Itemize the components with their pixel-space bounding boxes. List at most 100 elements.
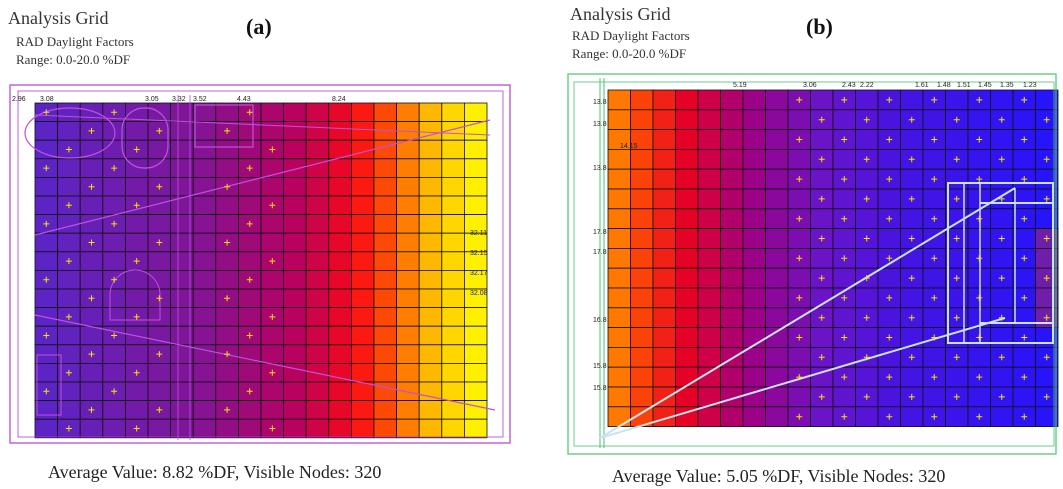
node-marker [886,294,893,301]
node-marker [1021,255,1028,262]
grid-cell [765,208,789,230]
grid-cell [922,109,946,130]
grid-cell [79,158,104,178]
grid-cell [215,381,239,402]
node-marker [65,146,72,153]
grid-cell [967,346,991,368]
grid-cell [260,269,285,290]
grid-cell [900,287,924,309]
grid-cell [237,195,262,216]
node-marker [953,393,960,400]
node-marker [863,354,870,361]
grid-cell [607,89,631,111]
grid-cell [1035,327,1059,348]
grid-cell [675,188,699,210]
grid-cell [765,307,789,329]
panel-a-title: Analysis Grid [8,8,109,28]
node-marker [886,334,893,341]
grid-cell [765,149,789,170]
grid-cell [305,269,330,290]
node-marker [796,96,803,103]
grid-cell [237,418,262,439]
grid-cell [900,129,924,150]
side-value-label: 15.8 [593,363,607,370]
grid-cell [328,344,352,364]
grid-cell [742,188,766,210]
grid-cell [418,232,443,253]
node-marker [953,275,960,282]
node-marker [908,235,915,242]
top-value-label: 5.19 [733,82,747,89]
grid-cell [787,228,811,249]
node-marker [908,116,915,123]
grid-cell [652,307,676,329]
grid-cell [283,381,307,402]
node-marker [998,314,1005,321]
grid-cell [396,381,420,402]
grid-cell [675,366,699,388]
grid-cell [328,251,352,271]
grid-cell [125,214,149,234]
grid-cell [260,288,285,309]
grid-cell [192,381,217,402]
grid-cell [1035,247,1059,269]
grid-cell [720,307,744,329]
node-marker [156,406,163,413]
grid-cell [305,177,330,197]
grid-cell [922,346,946,368]
grid-cell [418,195,443,216]
node-marker [156,183,163,190]
overlay-shape [947,182,1054,344]
grid-cell [418,344,443,364]
node-marker [269,202,276,209]
grid-cell [607,267,631,289]
grid-cell [79,325,104,346]
grid-cell [147,362,172,383]
node-marker [111,276,118,283]
grid-cell [237,362,262,383]
node-marker [224,295,231,302]
grid-cell [441,307,465,327]
node-marker [841,136,848,143]
grid-cell [441,158,465,178]
grid-cell [192,139,217,160]
node-marker [133,202,140,209]
grid-cell [832,188,856,210]
grid-cell [34,195,59,216]
node-marker [1021,215,1028,222]
grid-cell [260,102,285,123]
grid-cell [125,177,149,197]
grid-cell [697,89,721,111]
grid-cell [720,327,744,348]
node-marker [88,351,95,358]
node-marker [886,136,893,143]
grid-cell [877,267,901,289]
grid-cell [215,269,239,290]
node-marker [908,354,915,361]
grid-cell [607,228,631,249]
grid-cell [720,149,744,170]
grid-cell [697,109,721,130]
grid-cell [418,400,443,420]
node-marker [269,146,276,153]
grid-cell [418,288,443,309]
grid-cell [215,195,239,216]
grid-cell [630,267,654,289]
grid-cell [328,102,352,123]
grid-cell [922,149,946,170]
grid-cell [652,208,676,230]
grid-cell [697,228,721,249]
grid-cell [192,344,217,364]
node-marker [88,295,95,302]
grid-cell [675,168,699,190]
node-marker [1043,314,1050,321]
grid-cell [102,177,126,197]
grid-cell [463,381,488,402]
grid-cell [147,269,172,290]
grid-cell [192,251,217,271]
node-marker [133,313,140,320]
node-marker [1021,334,1028,341]
grid-cell [630,386,654,408]
grid-cell [900,327,924,348]
grid-cell [463,344,488,364]
